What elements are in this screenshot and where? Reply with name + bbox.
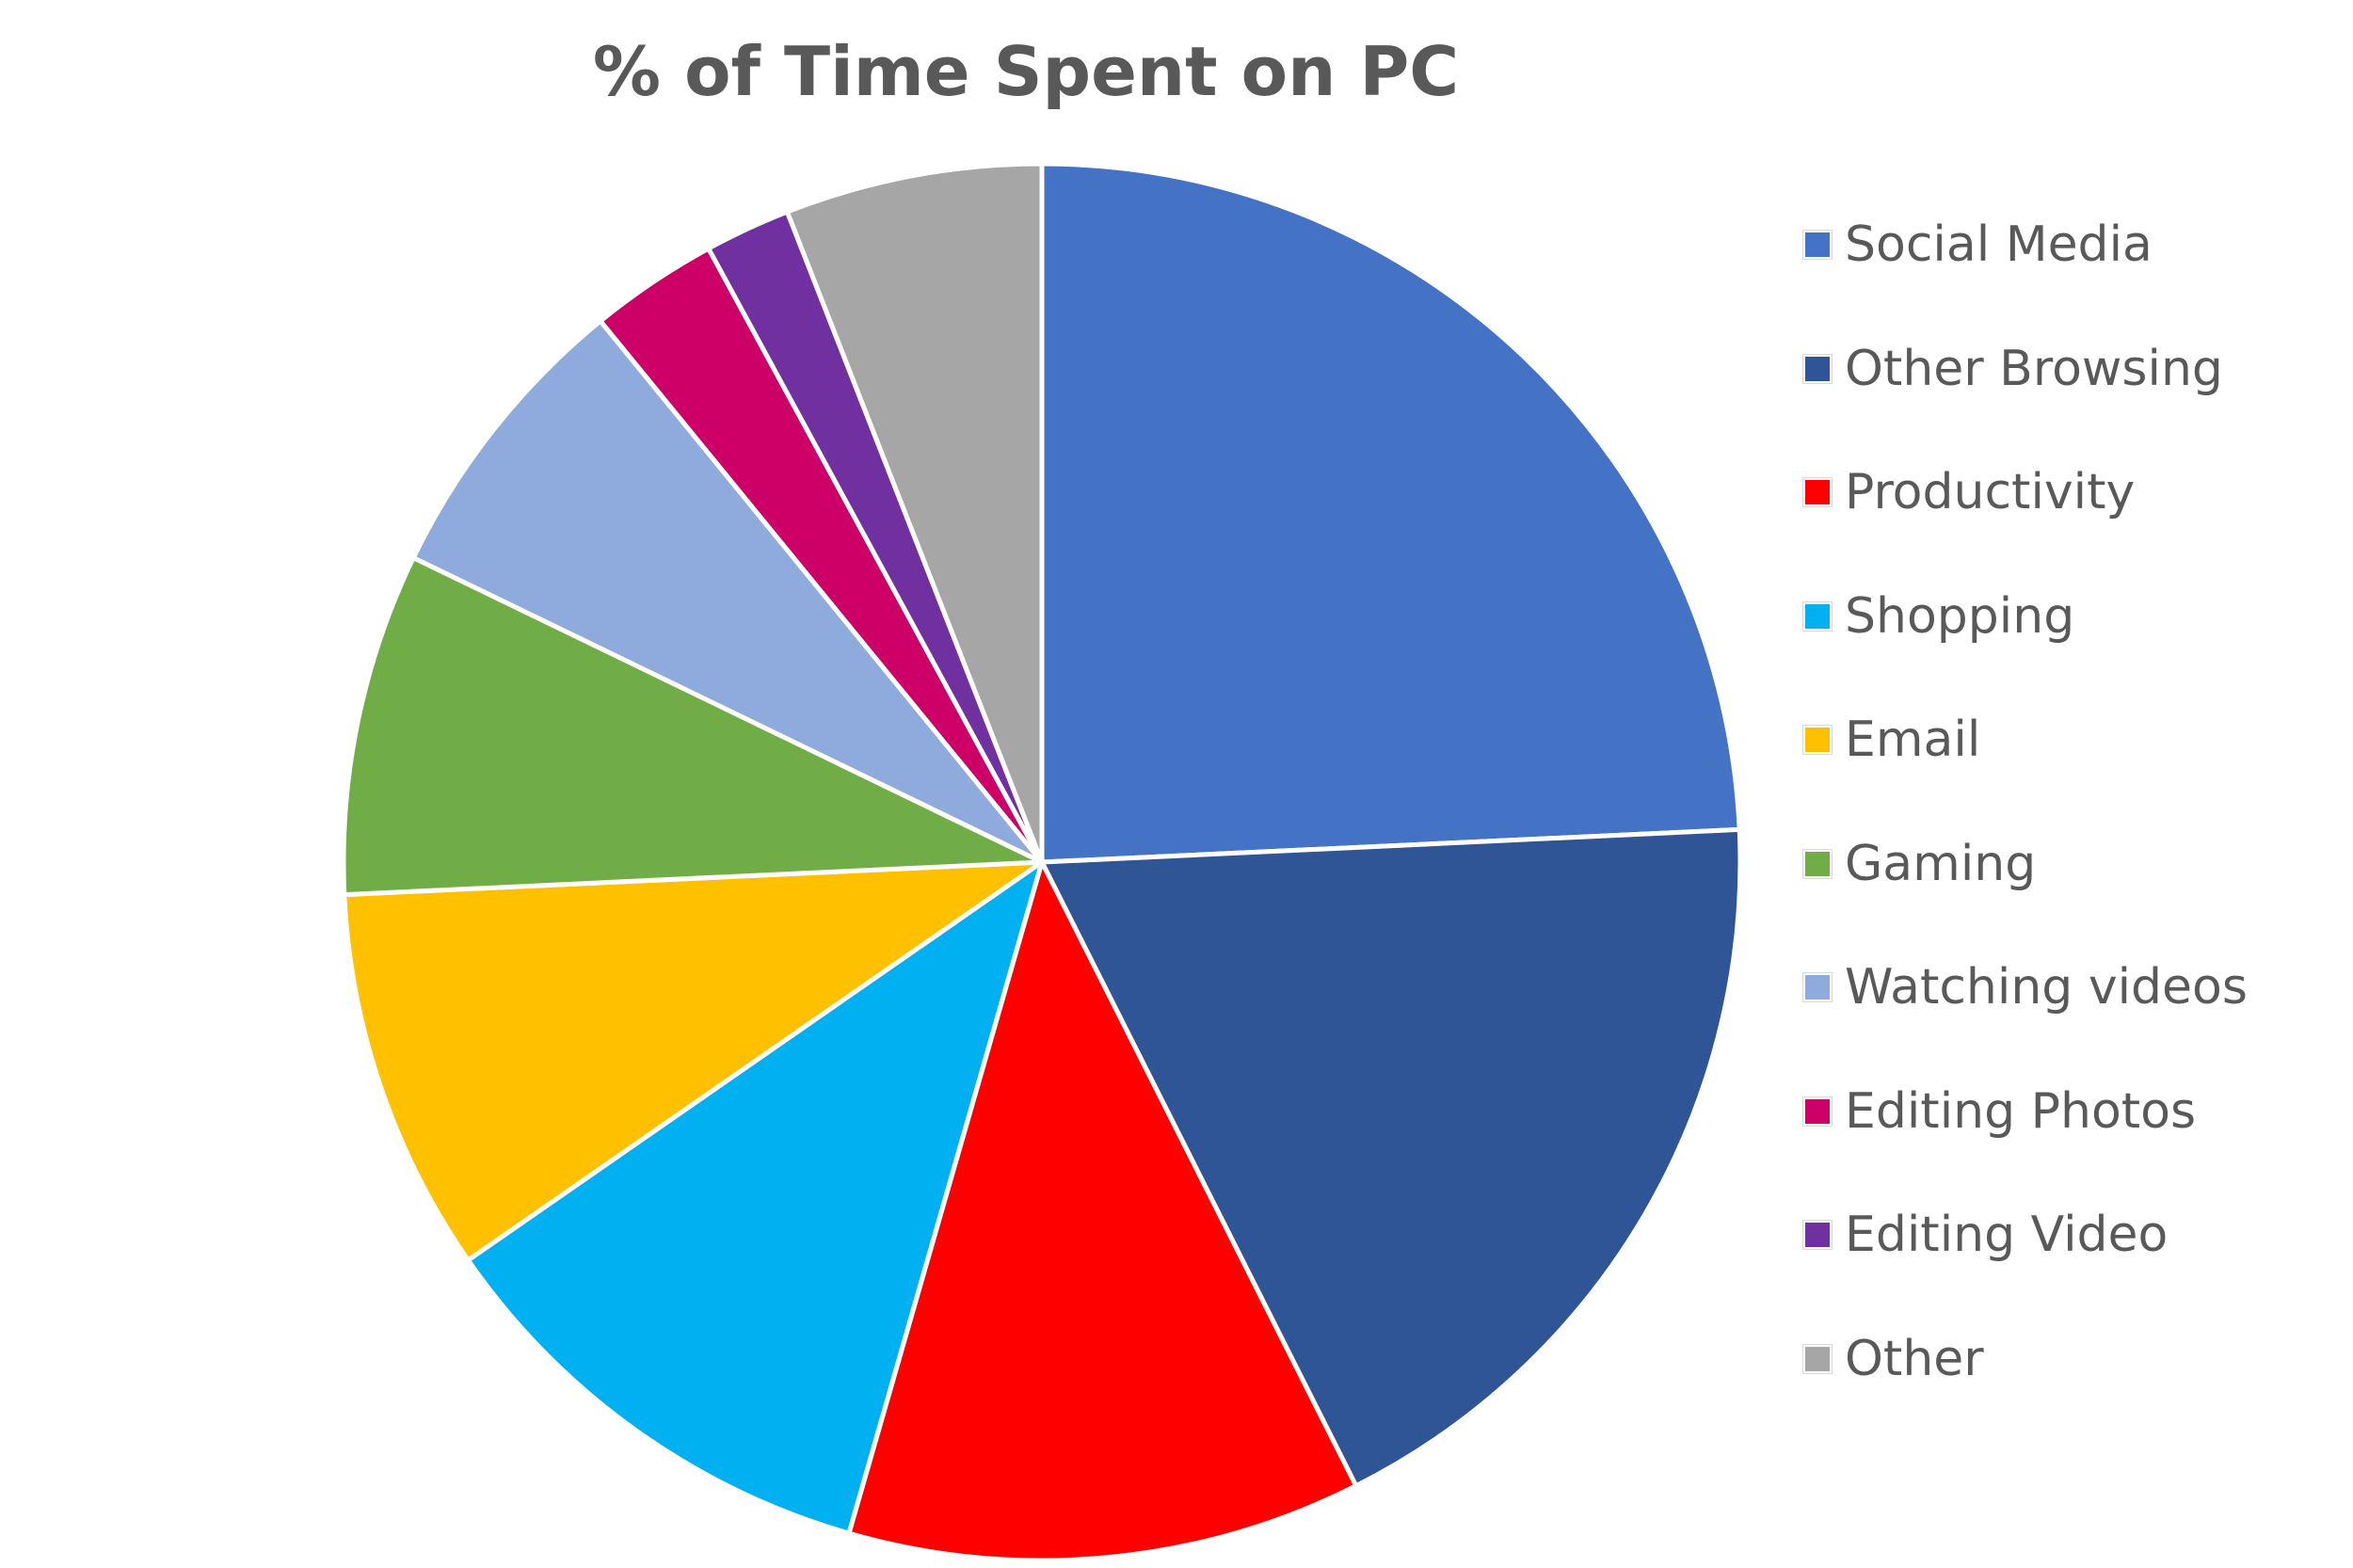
pie-slice-other-browsing [1039,826,1743,1489]
pie-slice-other [784,161,1045,865]
chart-title: % of Time Spent on PC [592,32,1460,111]
legend-item-other: Other [1805,1321,1984,1397]
legend-swatch-productivity [1805,480,1830,504]
legend-swatch-gaming [1805,851,1830,876]
legend-item-editing-video: Editing Video [1805,1197,2168,1272]
legend-swatch-other [1805,1346,1830,1371]
pie-slice-shopping [465,859,1045,1536]
legend-item-email: Email [1805,702,1980,777]
legend-label-email: Email [1845,712,1981,768]
legend-label-watching-videos: Watching videos [1845,959,2248,1016]
legend-swatch-editing-video [1805,1223,1830,1247]
legend-swatch-watching-videos [1805,975,1830,1000]
legend-label-gaming: Gaming [1845,835,2037,892]
legend-label-productivity: Productivity [1845,464,2136,520]
legend-item-shopping: Shopping [1805,579,2074,654]
legend-swatch-social-media [1805,232,1830,257]
legend-label-shopping: Shopping [1845,587,2075,645]
legend-label-editing-photos: Editing Photos [1845,1082,2197,1140]
legend-item-productivity: Productivity [1805,455,2135,530]
legend-label-other-browsing: Other Browsing [1845,340,2223,397]
legend-item-social-media: Social Media [1805,207,2153,282]
pie-slice-gaming [341,555,1045,898]
legend-label-other: Other [1845,1330,1984,1387]
legend-item-other-browsing: Other Browsing [1805,331,2223,407]
legend-label-social-media: Social Media [1845,216,2153,273]
legend-swatch-email [1805,728,1830,752]
legend-swatch-editing-photos [1805,1098,1830,1124]
pie-slice-email [342,859,1045,1263]
pie-slice-productivity [846,859,1359,1563]
pie-slice-social-media [1039,161,1742,865]
pie-slices [341,161,1743,1563]
legend-label-editing-video: Editing Video [1845,1207,2169,1263]
legend-item-gaming: Gaming [1805,826,2036,902]
legend-swatch-other-browsing [1805,356,1830,381]
legend-swatch-shopping [1805,603,1830,629]
legend-item-watching-videos: Watching videos [1805,950,2248,1025]
legend-item-editing-photos: Editing Photos [1805,1074,2196,1149]
pie-slice-watching-videos [410,318,1045,865]
